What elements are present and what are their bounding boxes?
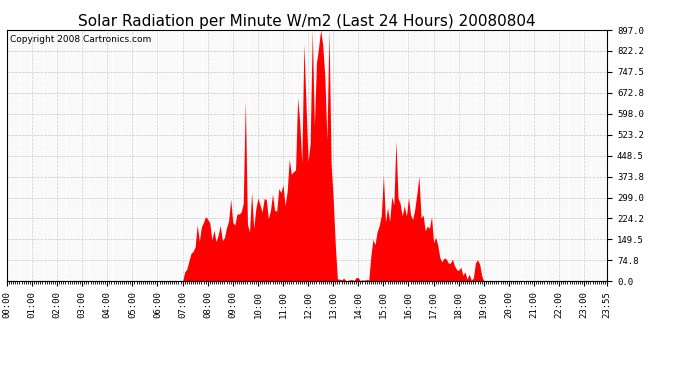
Text: Copyright 2008 Cartronics.com: Copyright 2008 Cartronics.com <box>10 35 151 44</box>
Title: Solar Radiation per Minute W/m2 (Last 24 Hours) 20080804: Solar Radiation per Minute W/m2 (Last 24… <box>78 14 536 29</box>
